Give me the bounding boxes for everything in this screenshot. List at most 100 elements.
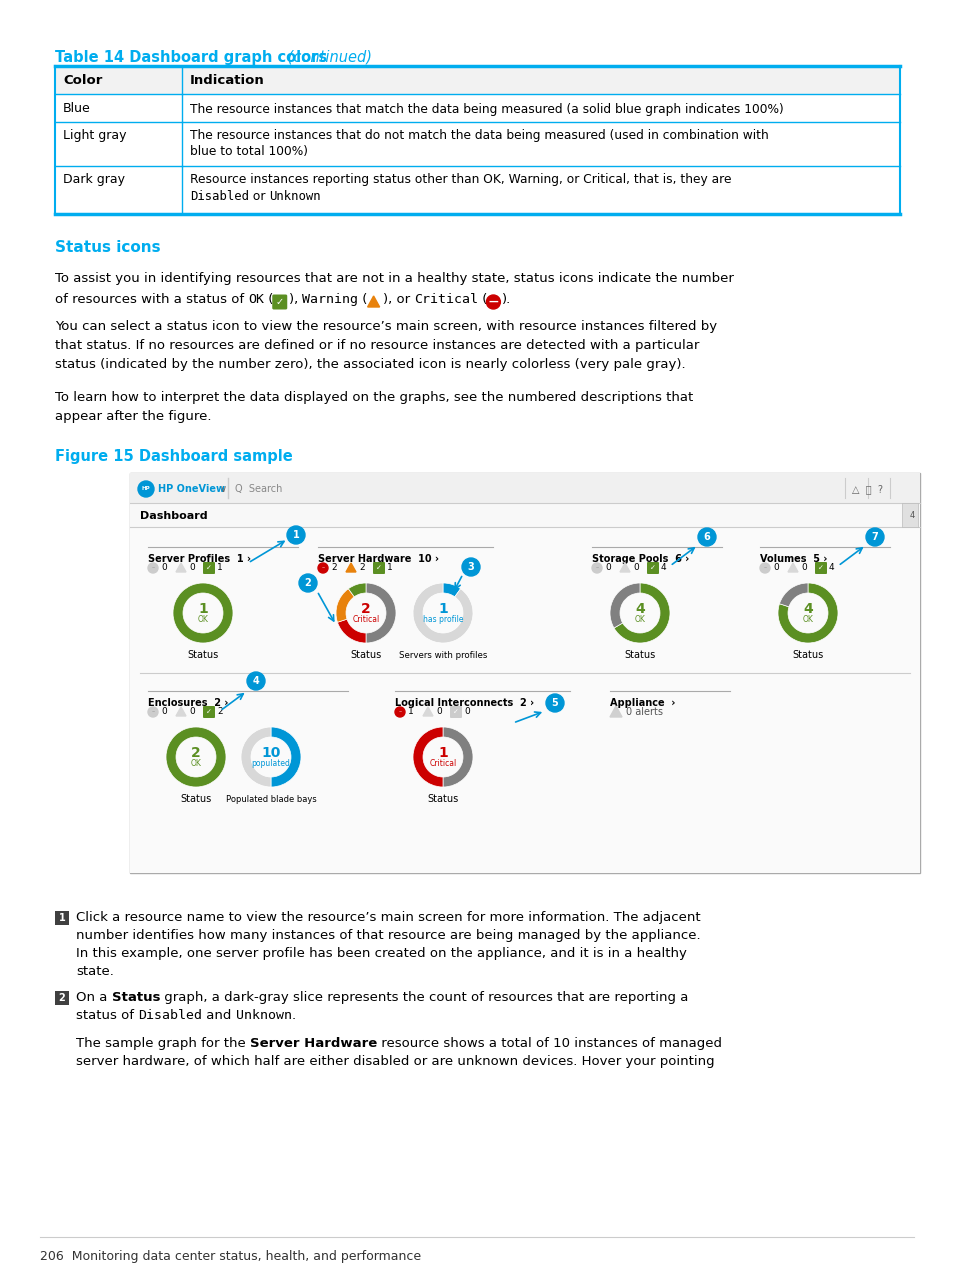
Polygon shape xyxy=(609,705,621,717)
Text: 0: 0 xyxy=(772,563,778,572)
Text: Populated blade bays: Populated blade bays xyxy=(226,794,316,803)
Wedge shape xyxy=(413,727,442,787)
Text: 0: 0 xyxy=(801,563,806,572)
Text: Disabled: Disabled xyxy=(138,1009,202,1022)
Text: Disabled: Disabled xyxy=(190,189,249,202)
Text: 3: 3 xyxy=(467,562,474,572)
Text: 2: 2 xyxy=(216,708,222,717)
Circle shape xyxy=(317,563,328,573)
Text: Dark gray: Dark gray xyxy=(63,174,125,187)
Bar xyxy=(130,473,919,873)
Text: HP OneView: HP OneView xyxy=(158,484,225,494)
Text: Color: Color xyxy=(63,75,102,88)
Text: 2: 2 xyxy=(361,602,371,616)
Text: OK: OK xyxy=(248,294,264,306)
Text: 7: 7 xyxy=(871,533,878,541)
Bar xyxy=(55,911,69,925)
Text: 0: 0 xyxy=(161,563,167,572)
Text: Warning: Warning xyxy=(302,294,358,306)
Bar xyxy=(130,527,919,873)
Circle shape xyxy=(247,672,265,690)
Text: server hardware, of which half are either disabled or are unknown devices. Hover: server hardware, of which half are eithe… xyxy=(76,1055,714,1068)
Text: Server Hardware  10 ›: Server Hardware 10 › xyxy=(317,554,438,564)
Wedge shape xyxy=(609,583,639,628)
Text: 10: 10 xyxy=(261,746,280,760)
Text: –: – xyxy=(762,566,766,571)
Bar xyxy=(130,503,919,527)
Text: 0: 0 xyxy=(189,708,194,717)
Text: 2: 2 xyxy=(331,563,336,572)
Text: Critical: Critical xyxy=(429,759,456,768)
Text: OK: OK xyxy=(197,614,208,624)
Wedge shape xyxy=(366,583,395,643)
Circle shape xyxy=(138,480,153,497)
Text: resource shows a total of 10 instances of managed: resource shows a total of 10 instances o… xyxy=(376,1037,721,1050)
Text: 0 alerts: 0 alerts xyxy=(625,707,662,717)
Wedge shape xyxy=(413,583,473,643)
Text: status of: status of xyxy=(76,1009,138,1022)
Text: –: – xyxy=(321,566,324,571)
Text: populated: populated xyxy=(252,759,290,768)
Text: Light gray: Light gray xyxy=(63,130,127,142)
Text: Status: Status xyxy=(180,794,212,805)
Text: number identifies how many instances of that resource are being managed by the a: number identifies how many instances of … xyxy=(76,929,700,942)
Text: 0: 0 xyxy=(604,563,610,572)
Polygon shape xyxy=(367,296,379,308)
Text: blue to total 100%): blue to total 100%) xyxy=(190,145,308,158)
Text: 4: 4 xyxy=(802,602,812,616)
Text: Q  Search: Q Search xyxy=(234,484,282,494)
Text: To learn how to interpret the data displayed on the graphs, see the numbered des: To learn how to interpret the data displ… xyxy=(55,391,693,404)
Text: 1: 1 xyxy=(293,530,299,540)
Text: Status: Status xyxy=(427,794,458,805)
Text: graph, a dark-gray slice represents the count of resources that are reporting a: graph, a dark-gray slice represents the … xyxy=(160,991,688,1004)
FancyBboxPatch shape xyxy=(203,562,214,574)
Text: 1: 1 xyxy=(216,563,222,572)
Wedge shape xyxy=(337,619,366,643)
Text: 0: 0 xyxy=(463,708,469,717)
Text: ✓: ✓ xyxy=(818,566,823,571)
Wedge shape xyxy=(172,583,233,643)
Polygon shape xyxy=(175,707,186,716)
Text: Logical Interconnects  2 ›: Logical Interconnects 2 › xyxy=(395,698,534,708)
Text: Resource instances reporting status other than OK, Warning, or Critical, that is: Resource instances reporting status othe… xyxy=(190,173,731,186)
Text: Figure 15 Dashboard sample: Figure 15 Dashboard sample xyxy=(55,449,293,464)
Wedge shape xyxy=(614,583,669,643)
Text: Indication: Indication xyxy=(190,75,265,88)
Text: 1: 1 xyxy=(198,602,208,616)
Circle shape xyxy=(461,558,479,576)
Text: appear after the figure.: appear after the figure. xyxy=(55,411,212,423)
Wedge shape xyxy=(778,583,837,643)
Text: You can select a status icon to view the resource’s main screen, with resource i: You can select a status icon to view the… xyxy=(55,320,717,333)
Text: Table 14 Dashboard graph colors: Table 14 Dashboard graph colors xyxy=(55,50,327,65)
Wedge shape xyxy=(271,727,301,787)
Text: 0: 0 xyxy=(189,563,194,572)
Text: OK: OK xyxy=(191,759,201,768)
Circle shape xyxy=(698,527,716,547)
Text: OK: OK xyxy=(801,614,813,624)
Text: Status: Status xyxy=(187,649,218,660)
Text: –: – xyxy=(595,566,598,571)
Text: —: — xyxy=(488,297,497,308)
Polygon shape xyxy=(175,563,186,572)
Text: Storage Pools  6 ›: Storage Pools 6 › xyxy=(592,554,688,564)
Text: has profile: has profile xyxy=(422,614,463,624)
Wedge shape xyxy=(442,727,473,787)
Bar xyxy=(55,66,899,94)
Text: △  👤  ?: △ 👤 ? xyxy=(851,484,882,494)
Text: (: ( xyxy=(477,294,487,306)
Text: state.: state. xyxy=(76,965,113,977)
Polygon shape xyxy=(346,563,355,572)
Text: 0: 0 xyxy=(436,708,441,717)
Text: ✓: ✓ xyxy=(275,297,283,308)
Bar xyxy=(55,991,69,1005)
Text: (: ( xyxy=(264,294,274,306)
Text: Status: Status xyxy=(112,991,160,1004)
Text: Status: Status xyxy=(792,649,822,660)
Text: Servers with profiles: Servers with profiles xyxy=(398,651,487,660)
Circle shape xyxy=(592,563,601,573)
Text: Status icons: Status icons xyxy=(55,240,160,255)
FancyBboxPatch shape xyxy=(450,705,461,718)
FancyBboxPatch shape xyxy=(203,705,214,718)
Text: status (indicated by the number zero), the associated icon is nearly colorless (: status (indicated by the number zero), t… xyxy=(55,358,685,371)
Text: ∨: ∨ xyxy=(220,484,227,494)
